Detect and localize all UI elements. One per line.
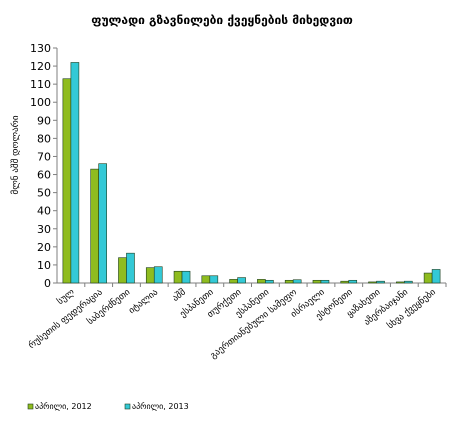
y-tick-label: 10: [37, 259, 51, 272]
bar-1-3: [118, 257, 127, 284]
bar-1-11: [340, 280, 350, 284]
bar-2-4: [153, 266, 163, 284]
legend: აპრილი, 2012 აპრილი, 2013: [27, 401, 189, 411]
bar-1-8: [257, 279, 266, 284]
x-tick-label: იტალია: [127, 287, 160, 316]
y-tick-label: 20: [37, 241, 51, 254]
y-tick-label: 90: [37, 114, 51, 127]
y-tick-label: 80: [37, 132, 51, 145]
bar-2-13: [404, 280, 413, 284]
plot-area: 0102030405060708090100110120130სულრუსეთი…: [26, 42, 447, 361]
y-tick-label: 0: [44, 277, 51, 290]
bar-2-5: [181, 270, 191, 284]
bar-2-3: [126, 252, 135, 284]
y-tick-label: 60: [37, 169, 51, 182]
bar-2-2: [98, 163, 107, 284]
bar-1-14: [423, 272, 433, 284]
bar-2-1: [70, 62, 80, 284]
legend-label-2: აპრილი, 2013: [132, 401, 189, 411]
bar-1-7: [229, 279, 238, 284]
x-tick-label: აშშ: [170, 286, 188, 303]
y-tick-label: 50: [37, 187, 51, 200]
bar-2-10: [320, 279, 330, 284]
y-tick-label: 70: [37, 150, 51, 163]
bar-1-9: [284, 279, 294, 284]
bar-1-12: [368, 281, 377, 284]
bar-2-11: [348, 279, 358, 284]
bar-2-8: [265, 279, 274, 284]
y-tick-label: 110: [30, 78, 51, 91]
bar-1-6: [201, 275, 211, 284]
chart-title: ფულადი გზავნილები ქვეყნების მიხედვით: [91, 13, 353, 27]
y-tick-label: 40: [37, 205, 51, 218]
bar-1-10: [312, 279, 322, 284]
bar-2-12: [376, 280, 385, 284]
bar-2-9: [292, 279, 302, 284]
bar-1-1: [62, 78, 72, 284]
bar-2-14: [431, 269, 441, 284]
bar-2-7: [237, 277, 246, 284]
legend-swatch-2: [124, 403, 131, 410]
bar-1-5: [173, 270, 183, 284]
y-tick-label: 100: [30, 96, 51, 109]
x-tick-label: სხვა ქვეყნები: [385, 286, 438, 331]
y-axis-label: მლნ აშშ დოლარი: [10, 115, 21, 194]
x-tick-label: სულ: [55, 286, 77, 307]
bar-1-13: [396, 281, 405, 284]
y-tick-label: 130: [30, 42, 51, 55]
bar-1-4: [145, 267, 155, 284]
legend-label-1: აპრილი, 2012: [35, 401, 92, 411]
bar-1-2: [90, 168, 99, 284]
y-tick-label: 30: [37, 223, 51, 236]
bar-2-6: [209, 275, 219, 284]
legend-swatch-1: [27, 403, 34, 410]
y-tick-label: 120: [30, 60, 51, 73]
